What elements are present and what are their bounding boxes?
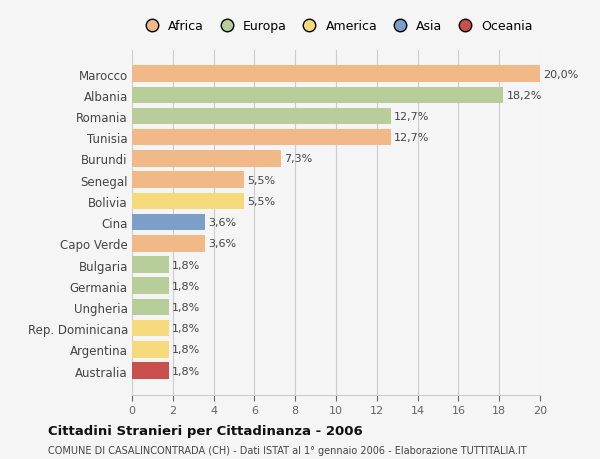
- Bar: [132, 214, 205, 231]
- Text: Cittadini Stranieri per Cittadinanza - 2006: Cittadini Stranieri per Cittadinanza - 2…: [48, 425, 363, 437]
- Text: 1,8%: 1,8%: [172, 260, 200, 270]
- Text: 1,8%: 1,8%: [172, 345, 200, 355]
- Text: 5,5%: 5,5%: [247, 175, 275, 185]
- Bar: [132, 87, 503, 104]
- Bar: [132, 66, 540, 83]
- Text: 1,8%: 1,8%: [172, 281, 200, 291]
- Bar: [132, 193, 244, 210]
- Text: 18,2%: 18,2%: [506, 90, 542, 101]
- Text: 3,6%: 3,6%: [209, 218, 236, 228]
- Text: 20,0%: 20,0%: [543, 69, 578, 79]
- Bar: [132, 363, 169, 379]
- Bar: [132, 341, 169, 358]
- Bar: [132, 320, 169, 337]
- Text: 1,8%: 1,8%: [172, 302, 200, 312]
- Text: 5,5%: 5,5%: [247, 196, 275, 207]
- Bar: [132, 235, 205, 252]
- Text: 1,8%: 1,8%: [172, 324, 200, 334]
- Text: COMUNE DI CASALINCONTRADA (CH) - Dati ISTAT al 1° gennaio 2006 - Elaborazione TU: COMUNE DI CASALINCONTRADA (CH) - Dati IS…: [48, 445, 527, 455]
- Text: 7,3%: 7,3%: [284, 154, 312, 164]
- Bar: [132, 108, 391, 125]
- Bar: [132, 278, 169, 294]
- Bar: [132, 257, 169, 273]
- Bar: [132, 299, 169, 316]
- Text: 12,7%: 12,7%: [394, 133, 430, 143]
- Legend: Africa, Europa, America, Asia, Oceania: Africa, Europa, America, Asia, Oceania: [134, 16, 538, 39]
- Bar: [132, 129, 391, 146]
- Bar: [132, 172, 244, 189]
- Text: 1,8%: 1,8%: [172, 366, 200, 376]
- Text: 3,6%: 3,6%: [209, 239, 236, 249]
- Text: 12,7%: 12,7%: [394, 112, 430, 122]
- Bar: [132, 151, 281, 168]
